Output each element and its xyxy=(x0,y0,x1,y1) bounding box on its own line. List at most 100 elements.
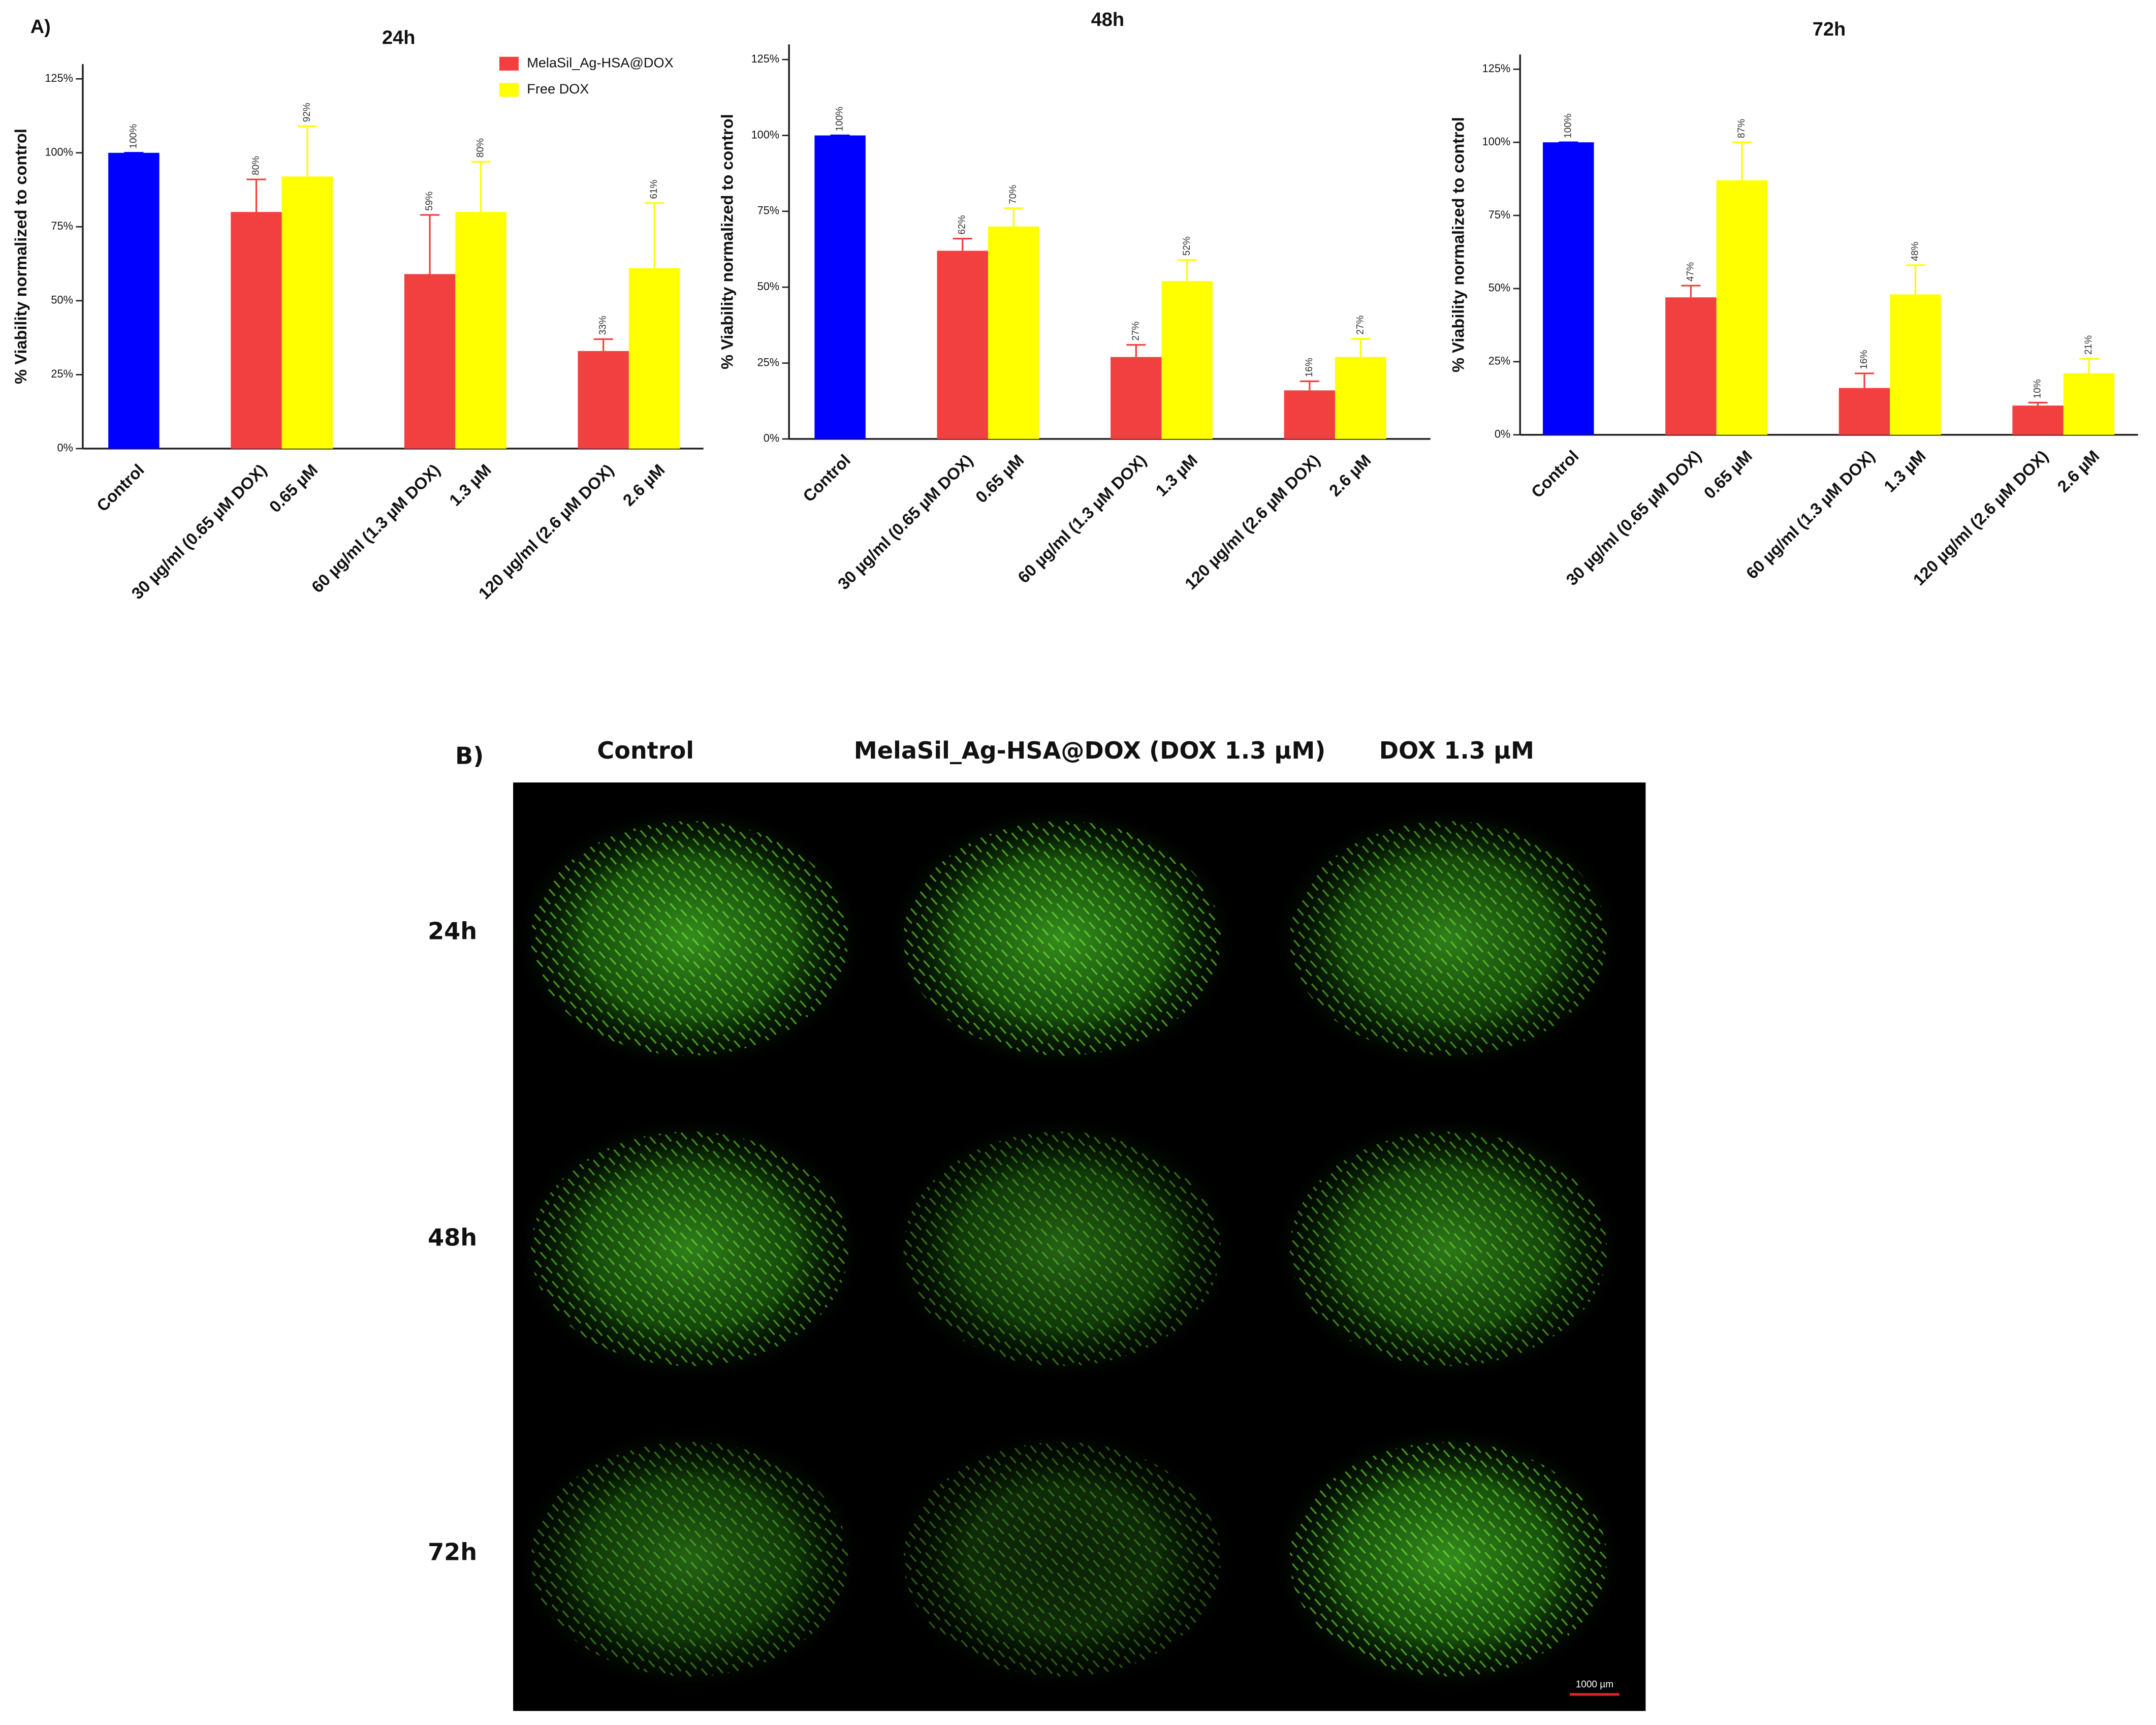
column-header: Control xyxy=(597,737,694,764)
micrograph-cells xyxy=(1289,1441,1607,1677)
x-tick-label: 2.6 µM xyxy=(619,461,668,510)
value-label: 80% xyxy=(251,156,262,175)
bar xyxy=(404,274,456,449)
bar xyxy=(1111,357,1162,439)
value-label: 27% xyxy=(1130,321,1141,340)
bar xyxy=(108,152,160,449)
y-tick-label: 0% xyxy=(57,442,73,454)
value-label: 16% xyxy=(1859,350,1869,369)
x-tick-label: 60 µg/ml (1.3 µM DOX) xyxy=(1014,451,1150,587)
row-header: 24h xyxy=(428,917,477,945)
error-bar xyxy=(1681,285,1701,298)
x-tick-label: 30 µg/ml (0.65 µM DOX) xyxy=(128,461,270,603)
micrograph-cells xyxy=(531,821,848,1056)
value-label: 21% xyxy=(2083,335,2094,355)
value-label: 48% xyxy=(1910,242,1920,261)
value-label: 87% xyxy=(1736,119,1747,138)
value-label: 59% xyxy=(424,192,435,211)
bar xyxy=(937,250,988,439)
y-tick-label: 50% xyxy=(757,280,779,293)
chart-title: 24h xyxy=(382,27,415,49)
x-tick-label: 0.65 µM xyxy=(1700,447,1756,502)
error-bar xyxy=(1906,264,1925,295)
value-label: 70% xyxy=(1008,185,1019,204)
value-label: 100% xyxy=(128,124,139,149)
y-tick-label: 50% xyxy=(51,294,73,306)
x-tick-label: 2.6 µM xyxy=(1325,451,1374,500)
legend-label: Free DOX xyxy=(527,81,589,97)
x-tick-label: 60 µg/ml (1.3 µM DOX) xyxy=(1742,447,1878,582)
value-label: 16% xyxy=(1304,358,1315,377)
y-tick-label: 25% xyxy=(51,367,73,380)
error-bar xyxy=(471,161,491,212)
x-tick-label: 1.3 µM xyxy=(1152,451,1201,500)
error-bar xyxy=(1177,259,1197,281)
bar xyxy=(1838,388,1890,435)
bar xyxy=(814,135,866,439)
legend-swatch xyxy=(499,83,519,97)
bar xyxy=(578,351,629,449)
value-label: 100% xyxy=(1563,113,1573,138)
value-label: 33% xyxy=(598,316,609,335)
error-bar xyxy=(593,338,613,351)
micrograph-cells xyxy=(531,1131,848,1366)
x-tick-label: 1.3 µM xyxy=(446,461,495,510)
panel-label: A) xyxy=(30,16,51,38)
x-tick-label: 60 µg/ml (1.3 µM DOX) xyxy=(308,461,443,597)
bar xyxy=(988,226,1039,439)
bar xyxy=(1716,180,1768,435)
x-tick-label: Control xyxy=(93,461,147,515)
bar xyxy=(1543,142,1594,435)
scale-bar-label: 1000 µm xyxy=(1576,1679,1613,1690)
error-bar xyxy=(246,178,266,212)
y-tick-label: 75% xyxy=(1488,208,1510,221)
x-tick-label: 0.65 µM xyxy=(972,451,1027,507)
value-label: 61% xyxy=(649,179,659,199)
panel-label: B) xyxy=(455,742,484,770)
y-tick-label: 100% xyxy=(751,128,780,141)
row-header: 48h xyxy=(428,1224,477,1251)
y-tick-label: 25% xyxy=(757,356,779,368)
error-bar xyxy=(953,238,972,251)
bar xyxy=(1665,297,1717,435)
row-header: 72h xyxy=(428,1538,477,1565)
y-tick-label: 50% xyxy=(1488,281,1510,294)
value-label: 92% xyxy=(302,103,312,122)
y-tick-label: 75% xyxy=(757,204,779,217)
x-tick-label: Control xyxy=(800,451,854,506)
error-bar xyxy=(1854,372,1874,388)
y-tick-label: 125% xyxy=(1482,62,1511,75)
error-bar xyxy=(1732,141,1752,180)
y-tick-label: 125% xyxy=(751,52,780,65)
bar xyxy=(1890,294,1941,435)
y-tick-label: 0% xyxy=(764,432,779,445)
legend-swatch xyxy=(499,56,519,71)
y-tick-label: 0% xyxy=(1495,427,1510,440)
x-tick-label: Control xyxy=(1528,447,1582,501)
bar xyxy=(231,212,282,449)
x-tick-label: 2.6 µM xyxy=(2054,447,2103,495)
column-header: MelaSil_Ag-HSA@DOX (DOX 1.3 µM) xyxy=(854,737,1326,764)
value-label: 10% xyxy=(2033,379,2043,398)
micrograph-cells xyxy=(1289,1131,1607,1366)
bar xyxy=(455,212,506,449)
bar xyxy=(628,268,680,449)
value-label: 62% xyxy=(957,215,968,234)
micrograph-cells xyxy=(531,1441,848,1677)
chart-title: 48h xyxy=(1091,9,1124,30)
micrograph-cells xyxy=(903,821,1221,1056)
error-bar xyxy=(645,202,664,268)
value-label: 52% xyxy=(1182,236,1192,256)
error-bar xyxy=(1126,344,1146,357)
x-tick-label: 30 µg/ml (0.65 µM DOX) xyxy=(834,451,976,593)
micrograph-cells xyxy=(903,1131,1221,1366)
x-tick-label: 30 µg/ml (0.65 µM DOX) xyxy=(1563,447,1705,589)
error-bar xyxy=(297,125,317,177)
x-tick-label: 0.65 µM xyxy=(266,461,321,516)
bar xyxy=(1284,390,1336,439)
x-tick-label: 120 µg/ml (2.6 µM DOX) xyxy=(475,461,617,603)
value-label: 27% xyxy=(1355,315,1366,334)
bar xyxy=(1161,281,1213,439)
